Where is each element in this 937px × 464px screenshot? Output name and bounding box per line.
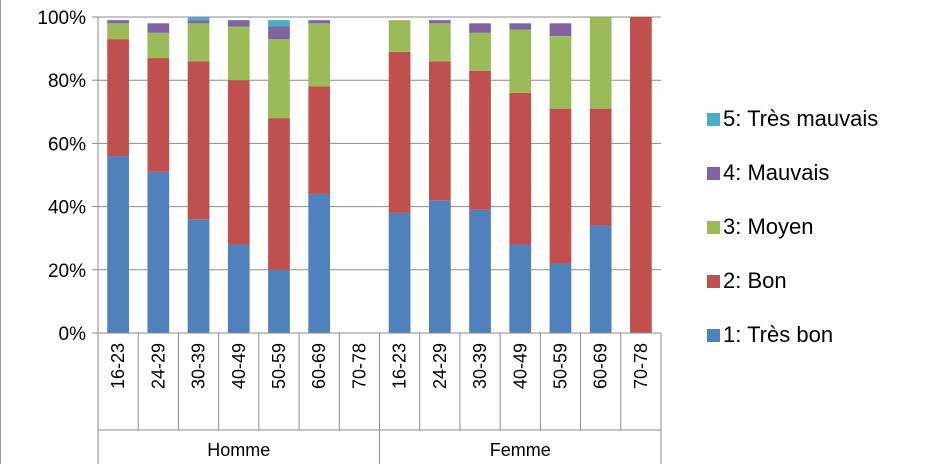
bar-segment	[187, 61, 210, 220]
bar-segment	[388, 20, 411, 52]
x-category-label: 40-49	[510, 343, 530, 389]
x-category-label: 60-69	[591, 343, 611, 389]
x-category-label: 50-59	[550, 343, 570, 389]
bar-segment	[388, 212, 411, 333]
legend-label: 1: Très bon	[723, 322, 833, 347]
y-tick-label: 100%	[37, 8, 86, 29]
bar-segment	[630, 17, 652, 333]
bar-segment	[469, 23, 491, 33]
bar-segment	[428, 20, 451, 24]
legend-label: 4: Mauvais	[723, 160, 829, 185]
bar-segment	[549, 35, 572, 109]
bar-segment	[107, 39, 129, 157]
y-tick-label: 80%	[48, 71, 86, 92]
x-axis: 16-23 24-29 30-39 40-49 50-59 60-69 70-78 16-23…	[97, 332, 662, 464]
legend-swatch	[707, 329, 720, 342]
y-tick-label: 40%	[48, 198, 86, 219]
bar-segment	[428, 200, 451, 333]
x-category-label: 30-39	[470, 343, 490, 389]
legend-label: 2: Bon	[723, 268, 787, 293]
legend-swatch	[707, 275, 720, 288]
bar-segment	[227, 26, 250, 81]
x-category-label: 60-69	[309, 343, 329, 389]
x-category-label: 70-78	[349, 343, 369, 389]
bar-segment	[589, 225, 612, 333]
x-category-label: 24-29	[148, 343, 168, 389]
x-category-label: 30-39	[189, 343, 209, 389]
bar-segment	[469, 70, 491, 210]
legend-label: 5: Très mauvais	[723, 106, 878, 131]
y-tick-label: 60%	[48, 134, 86, 155]
bar-segment	[428, 23, 451, 62]
x-category-label: 70-78	[631, 343, 651, 389]
bar-segment	[147, 171, 170, 333]
bar-segment	[509, 29, 532, 93]
bar-segment	[187, 23, 210, 62]
y-axis: 0% 20% 40% 60% 80% 100%	[37, 8, 99, 464]
x-category-label: 40-49	[229, 343, 249, 389]
bar-segment	[308, 86, 331, 194]
y-tick-label: 20%	[48, 261, 86, 282]
x-category-label: 24-29	[430, 343, 450, 389]
bar-segment	[268, 39, 290, 119]
bar-segment	[227, 20, 250, 27]
bar-segment	[268, 20, 290, 27]
bar-segment	[549, 23, 572, 36]
gridlines	[98, 16, 661, 271]
x-category-label: 16-23	[108, 343, 128, 389]
bar-segment	[549, 108, 572, 264]
bar-segment	[428, 61, 451, 201]
bar-segment	[509, 244, 532, 333]
x-category-label: 50-59	[269, 343, 289, 389]
bar-segment	[268, 118, 290, 270]
legend: 5: Très mauvais 4: Mauvais 3: Moyen 2: Bon 1…	[707, 106, 878, 347]
bar-segment	[469, 209, 491, 333]
bar-segment	[589, 17, 612, 109]
bar-segment	[469, 32, 491, 71]
bar-segment	[227, 80, 250, 245]
bar-segment	[509, 92, 532, 245]
legend-swatch	[707, 167, 720, 180]
bar-segment	[308, 23, 331, 87]
bar-segment	[107, 23, 129, 40]
bar-segment	[147, 58, 170, 172]
bar-segment	[227, 244, 250, 333]
bar-segment	[308, 193, 331, 333]
bar-segment	[147, 23, 170, 33]
y-tick-label: 0%	[59, 324, 87, 345]
bar-segment	[308, 20, 331, 24]
bar-segment	[187, 20, 210, 24]
bars	[107, 17, 652, 333]
bar-segment	[268, 26, 290, 40]
legend-swatch	[707, 113, 720, 126]
x-category-label: 16-23	[390, 343, 410, 389]
bar-segment	[549, 263, 572, 333]
x-group-label: Femme	[490, 440, 551, 460]
legend-swatch	[707, 221, 720, 234]
bar-segment	[509, 23, 532, 30]
bar-segment	[107, 156, 129, 333]
legend-label: 3: Moyen	[723, 214, 814, 239]
bar-segment	[147, 32, 170, 59]
x-group-label: Homme	[207, 440, 270, 460]
bar-segment	[187, 17, 210, 21]
bar-segment	[187, 219, 210, 333]
bar-segment	[107, 20, 129, 24]
bar-segment	[268, 269, 290, 333]
bar-segment	[589, 108, 612, 226]
bar-segment	[388, 51, 411, 213]
